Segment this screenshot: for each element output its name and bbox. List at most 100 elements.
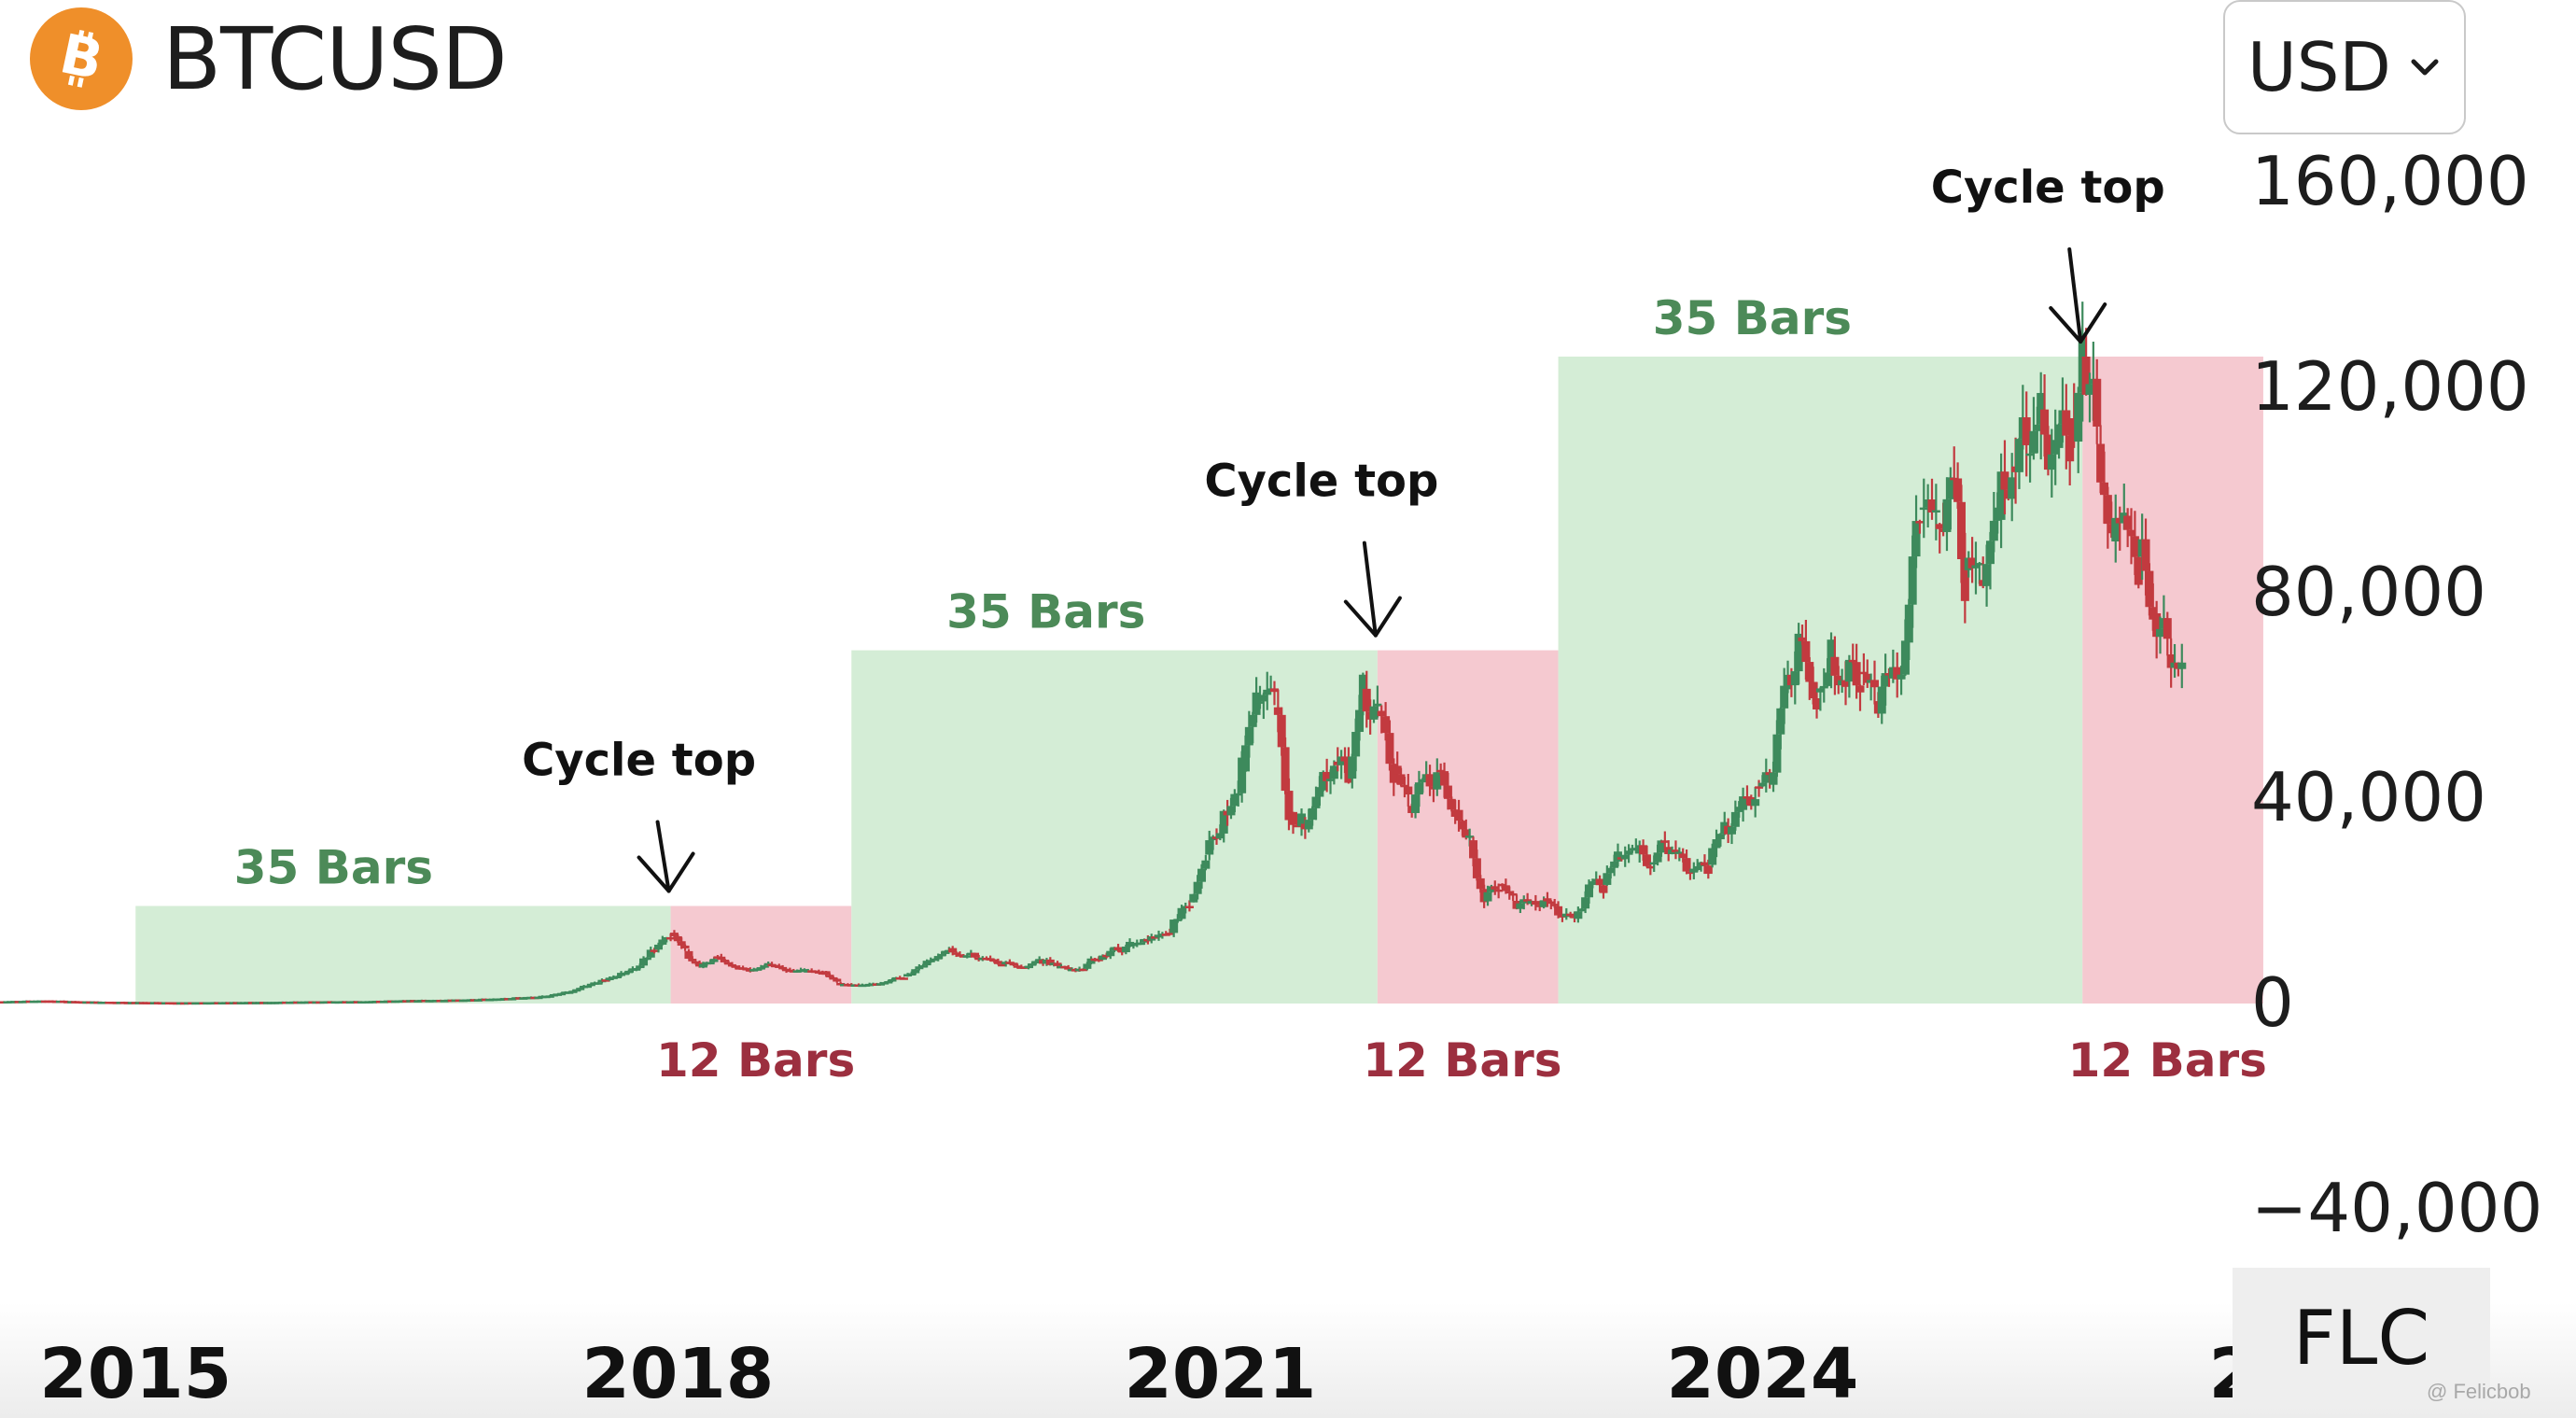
candle-body [1443,785,1452,799]
candle-body [1381,716,1391,734]
candle-body [1712,839,1721,849]
candle-body [1297,813,1307,827]
candle-body [1919,507,1928,511]
candle-body [1931,510,1940,513]
currency-value: USD [2247,28,2391,106]
candle-body [922,961,931,966]
candle-body [1215,833,1225,839]
candle-body [1996,471,2006,520]
candle-body [2107,524,2116,534]
candle-body [1351,732,1361,757]
candle-body [825,975,834,977]
candle-body [907,973,917,976]
candle-body [576,988,585,990]
candle-body [545,995,554,998]
candle-body [1304,820,1313,830]
candle-body [2096,443,2106,483]
candle-body [724,962,734,965]
candle-body [1369,706,1379,720]
candle-body [1425,774,1435,787]
candle-body [941,950,950,954]
candle-body [1197,868,1207,882]
candle-body [1801,640,1811,663]
candle-body [2127,529,2136,537]
candle-body [1469,840,1478,859]
candle-body [1458,821,1467,830]
candle-body [1870,680,1880,688]
candle-body [1531,901,1540,906]
candle-body [1476,877,1485,890]
candle-body [2156,628,2165,638]
candle-body [1230,793,1239,807]
candle-body [1269,688,1279,693]
candle-body [1813,698,1822,709]
candle-body [1136,942,1145,946]
candle-body [721,960,730,962]
candle-body [1841,680,1851,687]
candle-body [1277,714,1286,748]
candle-body [1639,845,1648,855]
candle-body [1028,963,1037,966]
bitcoin-icon: B [30,7,133,110]
candle-body [1550,904,1560,906]
annotations: Cycle top Cycle top Cycle top [522,161,2165,893]
bull-bars-label: 35 Bars [946,585,1145,639]
candle-body [1259,695,1268,702]
candle-body [1205,840,1214,855]
candle-body [1106,950,1115,957]
candle-body [2134,556,2143,585]
candle-body [1539,900,1548,907]
candle-body [800,969,809,972]
time-axis-band [0,1302,2576,1418]
candle-body [1348,756,1357,779]
candle-body [998,963,1007,967]
candle-body [1315,787,1324,797]
bull-bars-label: 35 Bars [234,841,433,895]
candle-body [2115,517,2124,524]
candle-body [1483,892,1492,902]
bear-zone-1 [670,906,852,1004]
candle-body [899,977,908,980]
candle-body [1660,840,1670,843]
candle-body [1083,963,1092,969]
candle-body [1657,840,1666,853]
candle-body [1169,920,1179,934]
candle-body [952,952,961,955]
watermark: @ Felicbob [2427,1380,2531,1403]
candle-body [1805,662,1814,682]
currency-dropdown[interactable]: USD [2223,0,2466,134]
candle-body [624,970,634,974]
candle-body [1501,885,1510,892]
y-tick-label: 0 [2251,963,2294,1042]
candle-body [1620,854,1630,860]
candle-body [1355,709,1365,733]
bear-bars-label: 12 Bars [656,1033,855,1088]
candle-body [742,968,751,971]
candle-body [621,972,630,976]
candle-body [1362,688,1371,712]
candle-body [1855,685,1865,693]
candle-body [775,965,784,968]
candle-body [709,959,719,962]
candle-body [731,965,740,968]
candle-body [2111,517,2121,541]
candle-body [2008,477,2017,499]
candle-body [1642,854,1651,866]
candle-body [1414,782,1423,795]
candle-body [1404,786,1413,795]
candle-body [646,949,655,958]
candle-body [1595,878,1604,886]
arrow-head [1343,596,1402,638]
candle-body [572,989,581,992]
bull-bars-label: 35 Bars [1653,291,1852,345]
cycle-top-arrow [2067,247,2083,344]
candle-body [926,960,935,962]
candle-body [1319,771,1328,791]
cycle-top-label: Cycle top [1931,161,2165,214]
candle-body [1671,849,1680,852]
header: B BTCUSD [30,6,508,112]
candle-body [2081,357,2091,395]
candle-body [1953,478,1963,502]
candle-body [1009,962,1018,966]
candle-body [1543,898,1552,902]
